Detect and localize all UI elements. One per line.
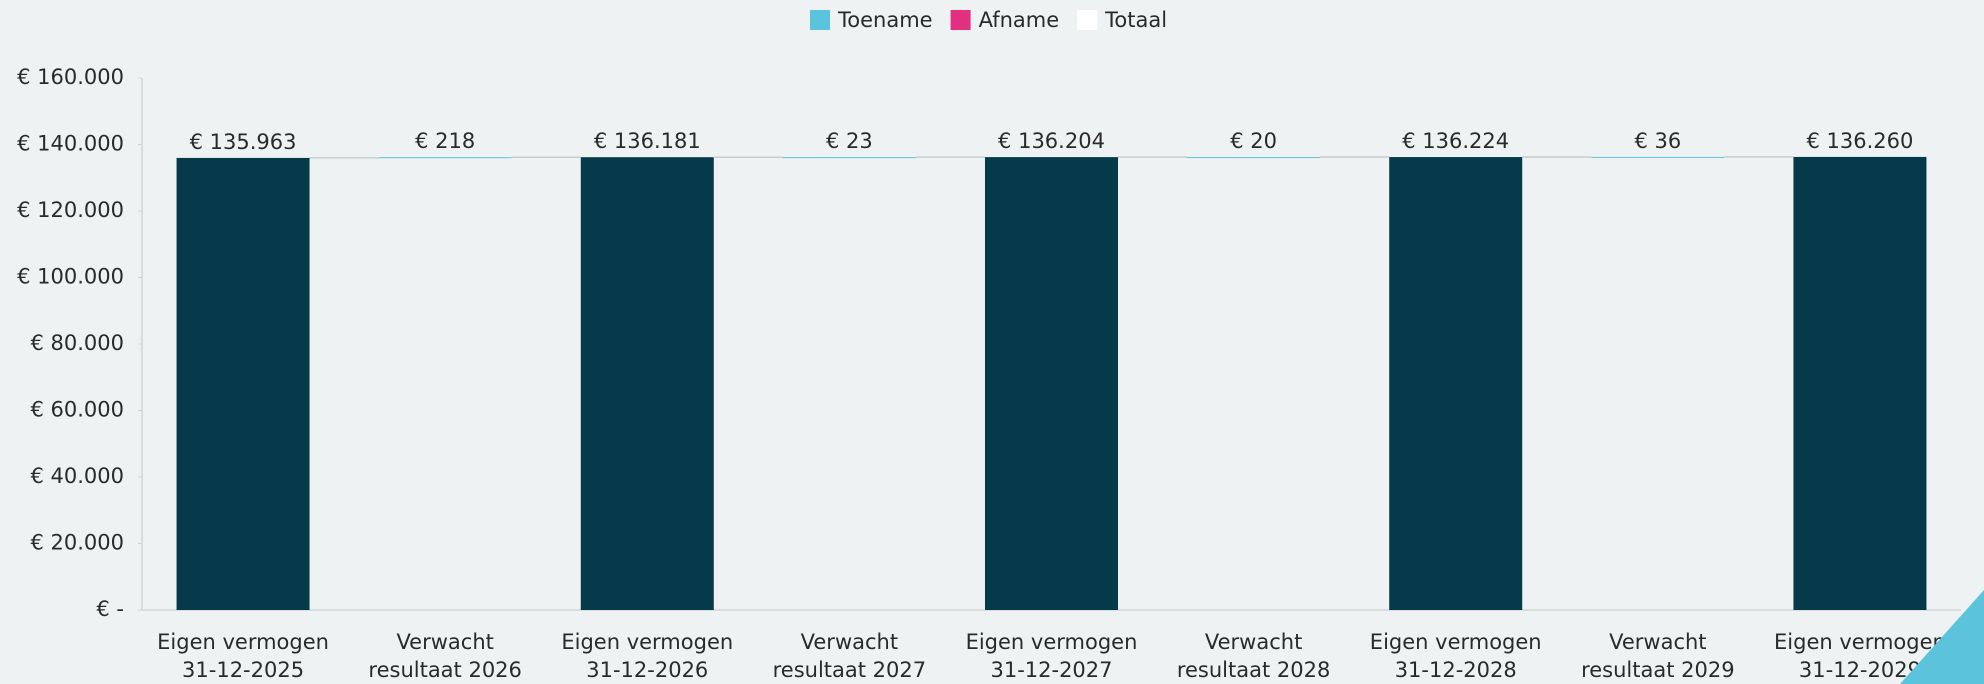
y-tick-label: € 40.000 [30,464,124,488]
x-tick-label: Verwacht [1205,630,1302,654]
value-label: € 136.181 [594,129,701,153]
legend-swatch [950,10,971,30]
y-tick-label: € 100.000 [17,265,124,289]
legend-label: Toename [837,8,933,32]
bar [985,157,1118,610]
x-tick-label: Eigen vermogen [966,630,1138,654]
y-tick-label: € 120.000 [17,198,124,222]
x-tick-label: Verwacht [801,630,898,654]
x-tick-label: Verwacht [1609,630,1706,654]
y-tick-label: € 140.000 [17,132,124,156]
bar [378,157,512,159]
value-label: € 218 [415,129,475,153]
x-tick-label: Eigen vermogen [1370,630,1542,654]
value-label: € 20 [1230,129,1277,153]
x-tick-label: resultaat 2029 [1581,658,1735,682]
x-tick-label: Eigen vermogen [157,630,329,654]
bar [782,157,916,159]
value-label: € 135.963 [190,130,297,154]
bar [580,157,714,610]
x-tick-label: Eigen vermogen [561,630,733,654]
corner-decoration [1900,590,1984,684]
legend-swatch [1077,10,1098,30]
value-label: € 136.260 [1806,129,1913,153]
bar [1389,157,1523,610]
value-label: € 136.224 [1402,129,1509,153]
y-tick-label: € 80.000 [30,331,124,355]
bar [176,157,310,610]
legend-label: Totaal [1104,8,1167,32]
x-tick-label: resultaat 2026 [368,658,522,682]
x-tick-label: resultaat 2028 [1177,658,1331,682]
y-tick-label: € 20.000 [30,531,124,555]
x-tick-label: 31-12-2028 [1395,658,1517,682]
x-tick-label: resultaat 2027 [773,658,927,682]
x-tick-label: Eigen vermogen [1774,630,1946,654]
bar [1591,156,1725,158]
x-tick-label: 31-12-2026 [586,658,708,682]
value-label: € 136.204 [998,129,1105,153]
x-tick-label: 31-12-2025 [182,658,304,682]
legend-swatch [810,10,830,30]
x-tick-label: Verwacht [396,630,493,654]
x-tick-label: 31-12-2029 [1799,658,1921,682]
bar [1187,157,1321,159]
value-label: € 36 [1634,129,1681,153]
legend-label: Afname [979,8,1060,32]
y-tick-label: € - [96,597,124,621]
x-tick-label: 31-12-2027 [990,658,1112,682]
y-tick-label: € 160.000 [17,65,124,89]
value-label: € 23 [826,129,873,153]
bar [1793,156,1927,611]
y-tick-label: € 60.000 [30,398,124,422]
